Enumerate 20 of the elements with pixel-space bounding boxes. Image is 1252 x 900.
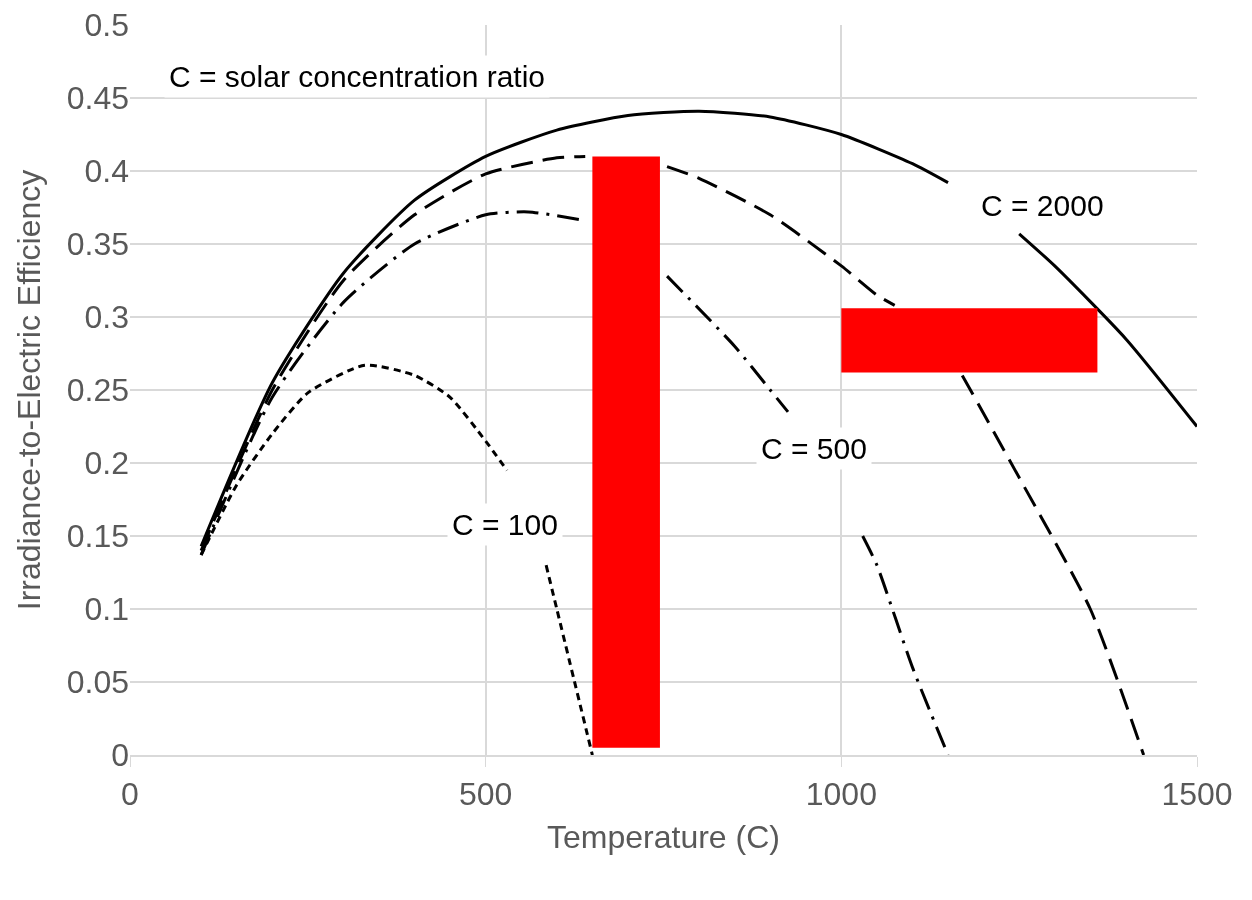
- y-tick-label: 0.25: [66, 372, 129, 409]
- y-tick-label: 0: [111, 737, 129, 774]
- annotation: C = 100: [452, 508, 558, 541]
- y-tick-label: 0.5: [84, 7, 129, 44]
- y-axis-title: Irradiance-to-Electric Efficiency: [11, 169, 48, 611]
- y-tick-label: 0.05: [66, 664, 129, 701]
- y-tick-label: 0.1: [84, 591, 129, 628]
- y-tick-label: 0.3: [84, 299, 129, 336]
- y-tick-label: 0.15: [66, 518, 129, 555]
- y-tick-label: 0.4: [84, 153, 129, 190]
- y-tick-label: 0.35: [66, 226, 129, 263]
- x-tick-label: 1000: [805, 776, 877, 813]
- y-tick-label: 0.2: [84, 445, 129, 482]
- x-tick-label: 1500: [1161, 776, 1233, 813]
- y-tick-label: 0.45: [66, 80, 129, 117]
- annotation: C = solar concentration ratio: [169, 60, 546, 93]
- x-axis-title: Temperature (C): [547, 818, 780, 855]
- annotation: C = 500: [761, 432, 867, 465]
- x-tick-label: 500: [458, 776, 513, 813]
- annotation: C = 2000: [981, 189, 1104, 222]
